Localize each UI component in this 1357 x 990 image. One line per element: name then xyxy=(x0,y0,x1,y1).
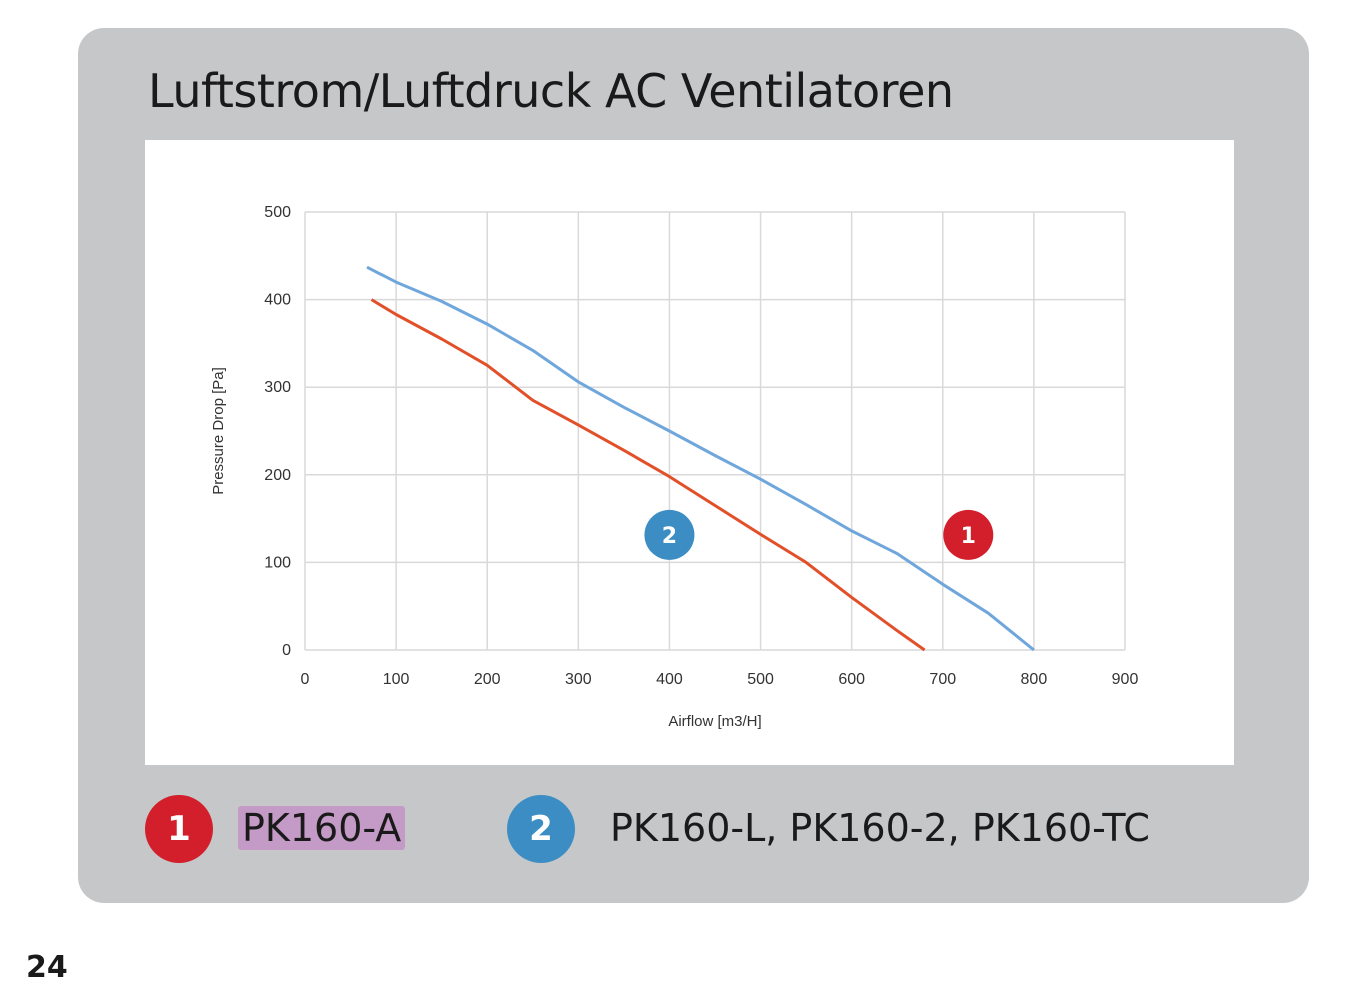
x-tick-label: 100 xyxy=(383,671,410,688)
annotation-badge-2 xyxy=(644,509,695,560)
y-axis-label: Pressure Drop [Pa] xyxy=(210,367,227,495)
annotation-label-1: 1 xyxy=(961,524,976,549)
annotation-badge-1 xyxy=(943,509,994,560)
x-tick-label: 300 xyxy=(565,671,592,688)
chart-area: 0 100 200 300 400 500 600 700 800 900 0 100 200 300 40… xyxy=(145,140,1234,765)
y-tick-label: 300 xyxy=(264,379,291,396)
y-tick-label: 500 xyxy=(264,204,291,221)
x-tick-label: 500 xyxy=(747,671,774,688)
y-tick-label: 100 xyxy=(264,554,291,571)
page-number: 24 xyxy=(26,950,68,985)
y-tick-label: 200 xyxy=(264,467,291,484)
annotation-label-2: 2 xyxy=(662,524,677,549)
page-title: Luftstrom/Luftdruck AC Ventilatoren xyxy=(148,64,954,118)
x-tick-label: 900 xyxy=(1112,671,1139,688)
line-chart: 0 100 200 300 400 500 600 700 800 900 0 100 200 300 40… xyxy=(210,204,1139,730)
legend-label-1: PK160-A xyxy=(238,806,406,850)
series-line-2 xyxy=(366,265,1035,652)
legend-badge-1: 1 xyxy=(145,795,213,863)
y-tick-label: 400 xyxy=(264,292,291,309)
x-tick-label: 200 xyxy=(474,671,501,688)
x-tick-label: 400 xyxy=(656,671,683,688)
x-tick-label: 800 xyxy=(1021,671,1048,688)
x-tick-label: 700 xyxy=(929,671,956,688)
series-line-1 xyxy=(370,298,926,652)
legend-badge-2: 2 xyxy=(507,795,575,863)
x-axis-label: Airflow [m3/H] xyxy=(668,713,761,730)
x-tick-label: 0 xyxy=(301,671,310,688)
x-tick-label: 600 xyxy=(838,671,865,688)
legend-label-1-text: PK160-A xyxy=(238,806,406,850)
y-tick-label: 0 xyxy=(282,642,291,659)
legend-label-2: PK160-L, PK160-2, PK160-TC xyxy=(610,806,1150,850)
